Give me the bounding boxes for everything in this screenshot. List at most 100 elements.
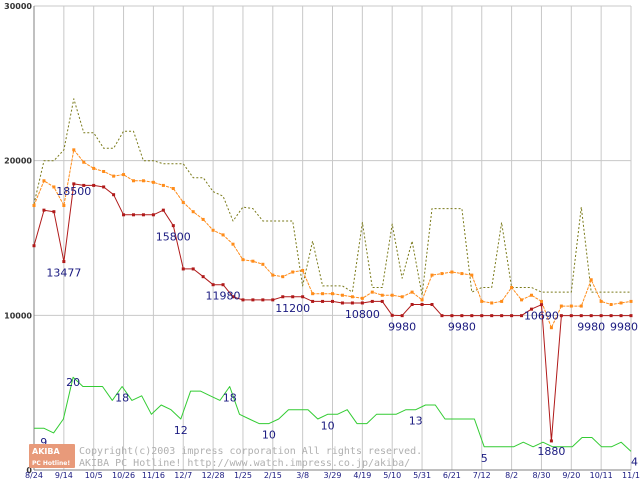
point-min xyxy=(609,314,613,318)
point-average xyxy=(221,233,225,237)
x-tick-labels: 8/24 9/14 10/5 10/26 11/16 12/7 12/28 1/25 2/15 3… xyxy=(25,471,640,480)
point-average xyxy=(231,242,235,246)
point-min xyxy=(340,301,344,305)
point-average xyxy=(520,298,524,302)
y-tick-label: 20000 xyxy=(4,157,32,166)
point-min xyxy=(589,314,593,318)
logo-bottom-text: PC Hotline! xyxy=(32,460,70,467)
point-average xyxy=(251,259,255,263)
point-min xyxy=(559,314,563,318)
data-label: 10 xyxy=(321,419,335,432)
point-min xyxy=(141,213,145,217)
point-min xyxy=(201,275,205,279)
data-label: 9 xyxy=(40,436,47,449)
data-label: 4 xyxy=(631,455,638,468)
point-average xyxy=(589,278,593,282)
point-min xyxy=(380,299,384,303)
point-average xyxy=(619,301,623,305)
point-average xyxy=(271,273,275,277)
x-tick-label: 9/14 xyxy=(55,471,73,480)
data-label: 9980 xyxy=(577,321,605,334)
x-tick-label: 8/30 xyxy=(532,471,550,480)
point-average xyxy=(62,204,66,208)
point-average xyxy=(530,293,533,297)
point-average xyxy=(350,295,354,299)
x-tick-label: 10/26 xyxy=(112,471,135,480)
data-label: 11980 xyxy=(206,290,241,303)
point-min xyxy=(112,193,116,197)
x-tick-label: 5/31 xyxy=(413,471,431,480)
data-label: 10 xyxy=(262,429,276,442)
point-average xyxy=(92,166,96,170)
point-average xyxy=(569,304,573,308)
point-min xyxy=(530,307,533,311)
data-labels: 18500 13477 15800 11980 11200 10800 9980 9980 10… xyxy=(40,185,638,469)
data-label: 1880 xyxy=(537,445,565,458)
watermark: AKIBA PC Hotline! Copyright(c)2003 impre… xyxy=(29,444,422,469)
point-average xyxy=(559,304,563,308)
point-average xyxy=(181,200,185,204)
point-min xyxy=(510,314,514,318)
data-label: 18500 xyxy=(56,185,91,198)
x-tick-label: 11/1 xyxy=(622,471,640,480)
x-tick-label: 10/5 xyxy=(85,471,103,480)
point-min xyxy=(370,299,374,303)
point-min xyxy=(241,298,245,302)
point-average xyxy=(72,148,76,152)
x-tick-label: 12/7 xyxy=(174,471,192,480)
point-average xyxy=(370,290,374,294)
point-min xyxy=(122,213,126,217)
point-average xyxy=(291,270,295,274)
point-average xyxy=(340,293,344,297)
point-min xyxy=(42,208,46,212)
point-min xyxy=(619,314,623,318)
point-min xyxy=(311,299,315,303)
point-min xyxy=(161,208,165,212)
point-average xyxy=(549,326,553,330)
x-tick-label: 4/19 xyxy=(353,471,371,480)
x-tick-label: 6/21 xyxy=(443,471,461,480)
copyright-text: Copyright(c)2003 impress corporation All… xyxy=(79,446,422,457)
data-label: 9980 xyxy=(448,321,476,334)
point-average xyxy=(460,272,464,276)
point-average xyxy=(191,210,195,214)
logo-top-text: AKIBA xyxy=(32,447,60,456)
point-average xyxy=(82,160,86,164)
point-min xyxy=(549,439,553,443)
x-tick-label: 7/12 xyxy=(473,471,491,480)
point-average xyxy=(490,301,494,305)
point-average xyxy=(480,299,484,303)
point-average xyxy=(390,293,394,297)
series-line-shops xyxy=(34,376,632,452)
point-min xyxy=(301,295,305,299)
x-tick-label: 1/25 xyxy=(234,471,252,480)
point-min xyxy=(321,299,325,303)
point-average xyxy=(470,273,474,277)
point-min xyxy=(102,185,106,189)
data-label: 18 xyxy=(115,391,129,404)
point-min xyxy=(221,283,225,287)
gridlines xyxy=(33,5,632,470)
data-label: 15800 xyxy=(156,231,191,244)
point-min xyxy=(539,303,543,307)
series-line-max xyxy=(33,98,631,296)
site-url-text: AKIBA PC Hotline! http://www.watch.impre… xyxy=(79,458,410,469)
point-min xyxy=(191,267,195,271)
point-min xyxy=(231,295,235,299)
point-min xyxy=(291,295,295,299)
point-average xyxy=(609,303,613,307)
y-tick-labels: 0 10000 20000 30000 xyxy=(4,2,32,475)
point-average xyxy=(440,272,444,276)
point-average xyxy=(331,292,334,296)
data-label: 20 xyxy=(66,376,80,389)
data-label: 12 xyxy=(174,424,188,437)
point-min xyxy=(132,213,135,217)
point-average xyxy=(211,228,215,232)
data-label: 9980 xyxy=(610,321,638,334)
point-min xyxy=(420,303,424,307)
point-average xyxy=(450,270,454,274)
point-average xyxy=(629,299,633,303)
point-min xyxy=(520,314,524,318)
